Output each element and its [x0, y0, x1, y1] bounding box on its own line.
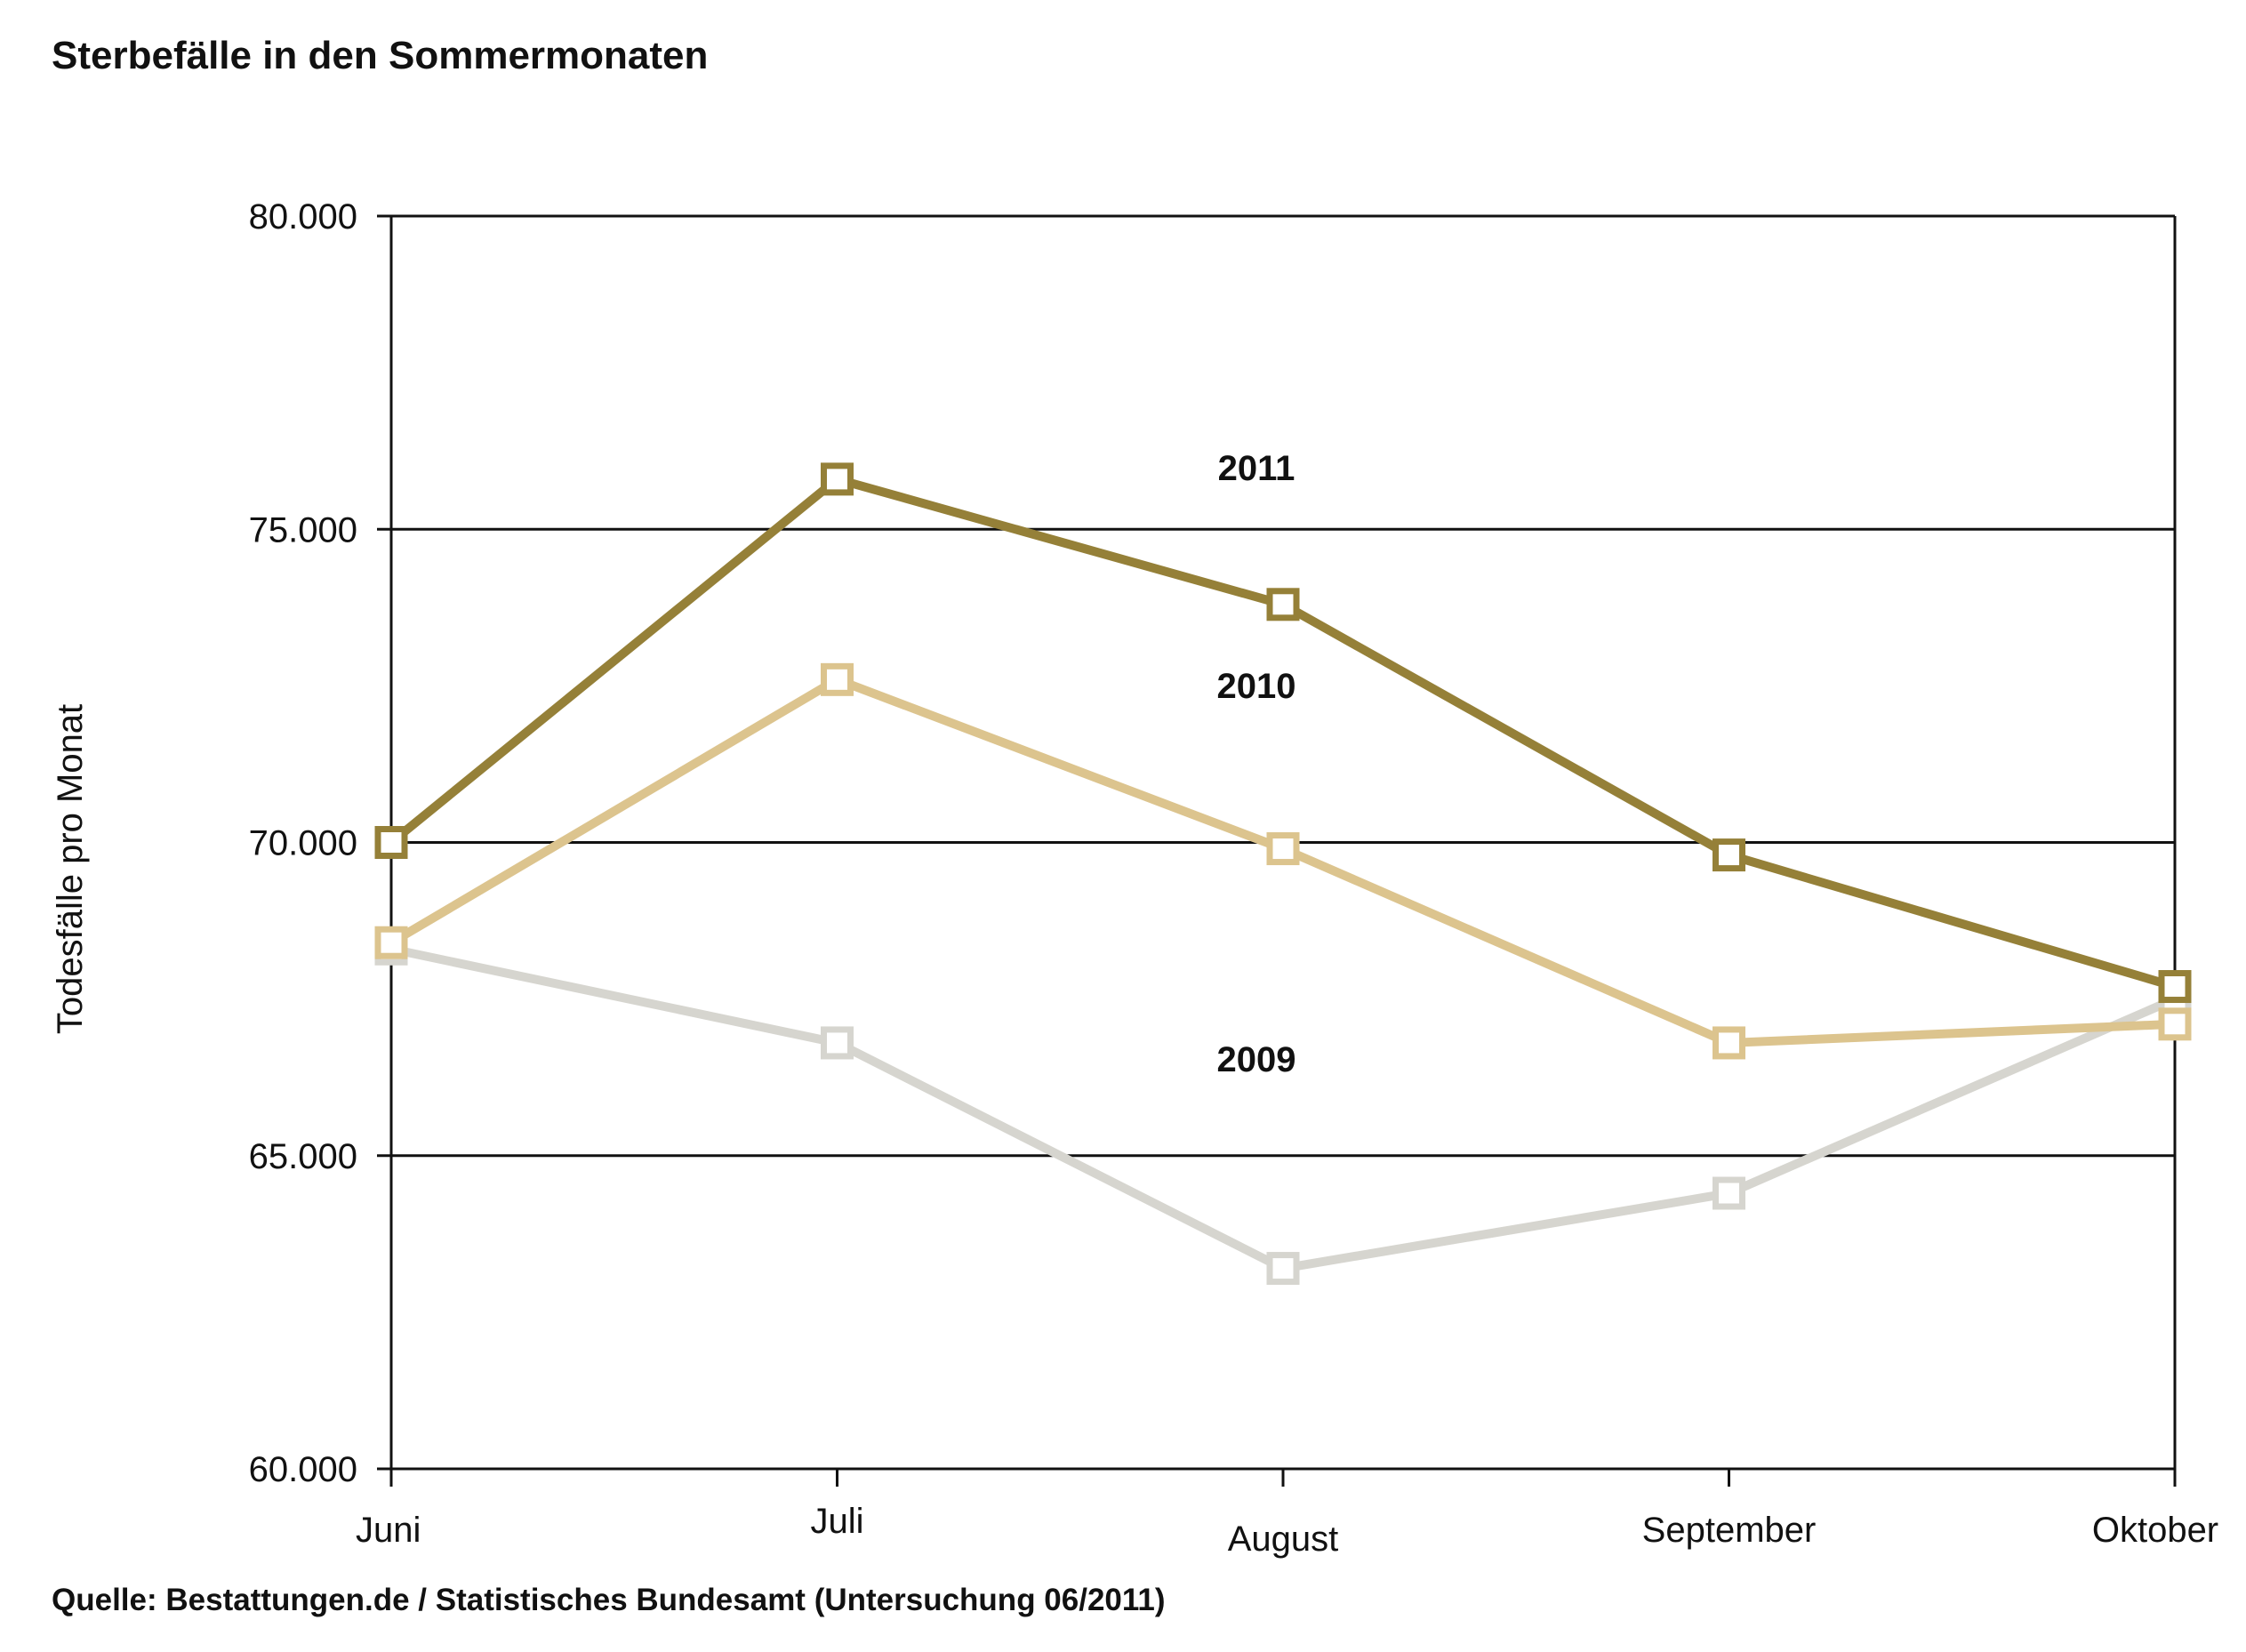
series-label-2009: 2009: [1217, 1040, 1296, 1079]
data-point-2010: [821, 662, 854, 696]
data-point-2009: [821, 1026, 854, 1060]
series-line-2009: [389, 944, 2177, 1273]
data-point-2011: [1266, 588, 1300, 622]
x-tick-label: August: [1228, 1520, 1339, 1559]
data-point-2011: [1713, 838, 1745, 872]
y-tick-label: 70.000: [249, 824, 357, 863]
data-point-2011: [821, 462, 854, 496]
data-point-2010: [2158, 1007, 2192, 1041]
x-tick-label: Juli: [810, 1502, 863, 1541]
data-point-2011: [374, 826, 408, 859]
series-line-2011: [388, 474, 2177, 991]
series-label-2010: 2010: [1217, 667, 1296, 706]
y-tick-label: 60.000: [249, 1450, 357, 1489]
y-tick-label: 80.000: [249, 197, 357, 237]
y-tick-label: 65.000: [249, 1137, 357, 1176]
data-point-2009: [1266, 1252, 1300, 1286]
data-point-2010: [1266, 832, 1300, 866]
data-point-2009: [1713, 1176, 1745, 1210]
chart-title: Sterbefälle in den Sommermonaten: [52, 34, 709, 77]
data-point-2011: [2158, 970, 2192, 1004]
source-note: Quelle: Bestattungen.de / Statistisches …: [52, 1583, 1166, 1617]
series-label-2011: 2011: [1218, 449, 1295, 488]
data-point-2010: [374, 926, 408, 959]
y-tick-label: 75.000: [249, 510, 357, 549]
y-axis-title: Todesfälle pro Monat: [51, 704, 90, 1034]
data-point-2010: [1713, 1026, 1745, 1060]
x-tick-label: Juni: [356, 1511, 421, 1550]
x-tick-label: September: [1642, 1511, 1817, 1550]
x-tick-label: Oktober: [2092, 1511, 2218, 1550]
